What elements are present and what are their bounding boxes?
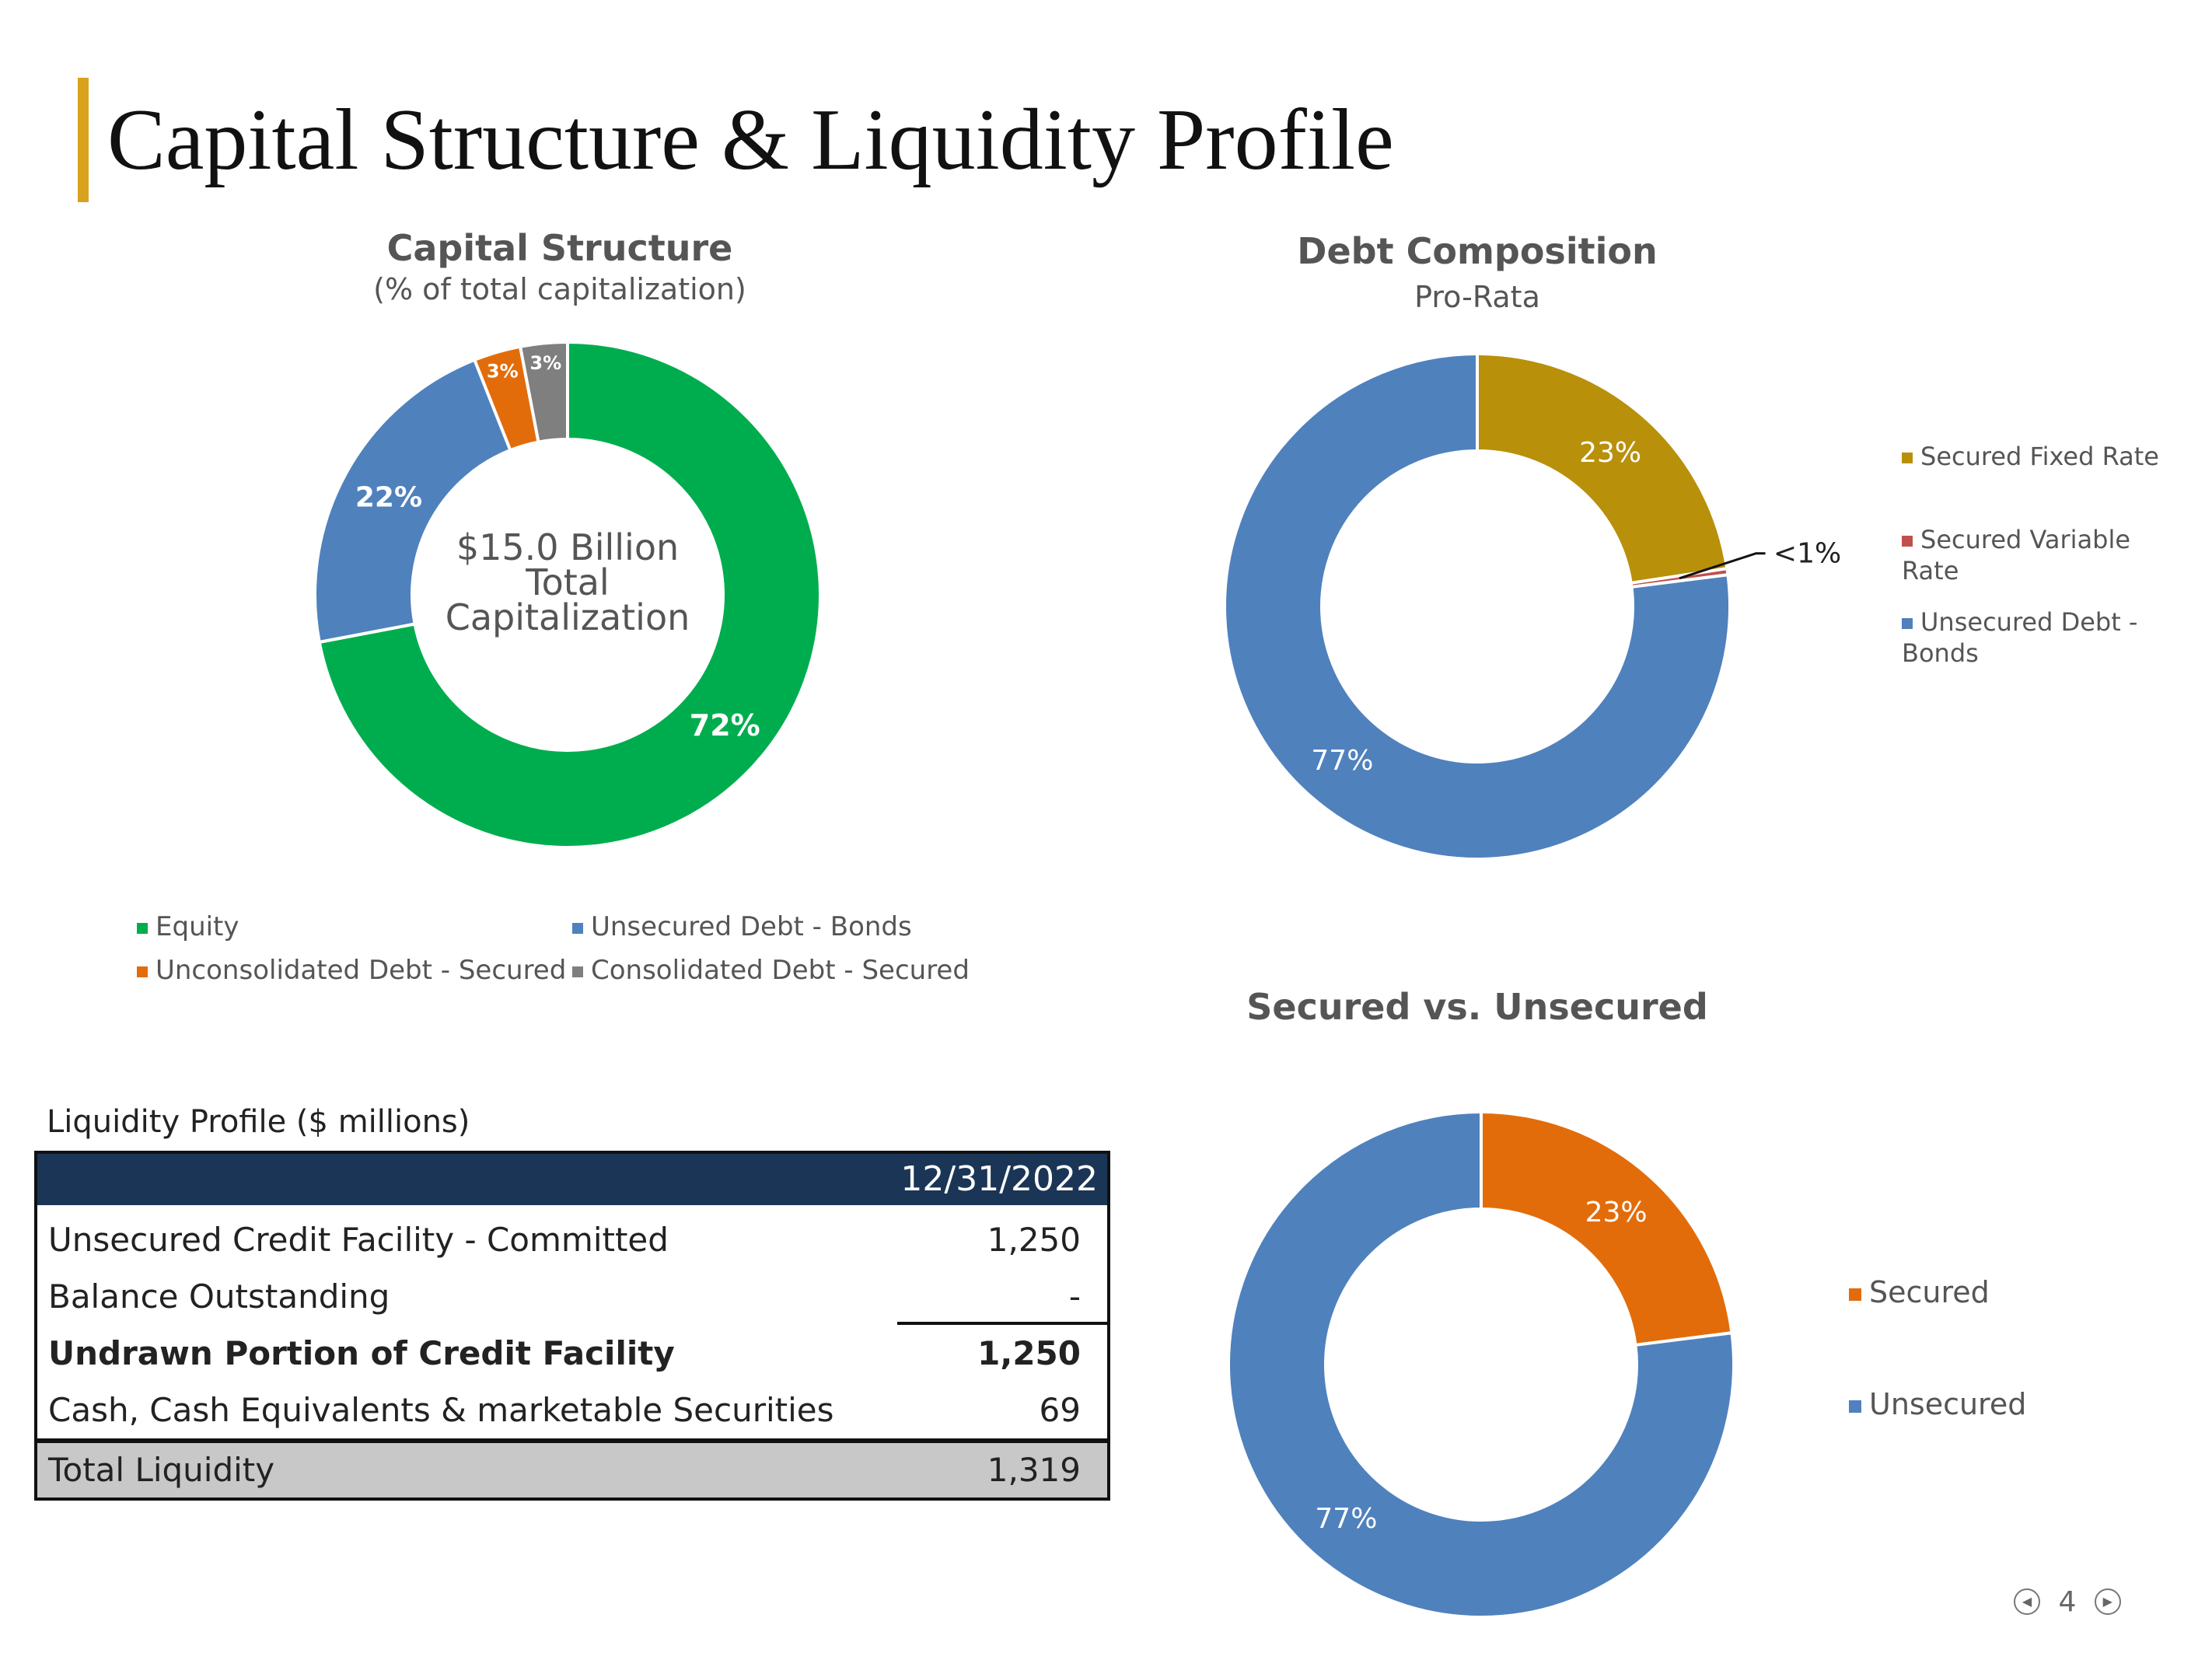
table-row: Unsecured Credit Facility - Committed 1,…	[37, 1211, 1107, 1268]
legend-label: Consolidated Debt - Secured	[591, 955, 970, 986]
secured-vs-unsecured-donut: 23% 77%	[1227, 1110, 1735, 1619]
total-value: 1,319	[987, 1451, 1081, 1489]
data-label: 23%	[1585, 1197, 1648, 1228]
debt-composition-subtitle: Pro-Rata	[1414, 280, 1540, 314]
legend-label: Unsecured Debt - Bonds	[591, 911, 912, 942]
subtotal-rule	[897, 1322, 1107, 1325]
slice-secured-fixed-rate	[1476, 351, 1729, 585]
liquidity-column-header: 12/31/2022	[37, 1154, 1107, 1205]
slice-unsecured	[1227, 1110, 1735, 1619]
prev-page-icon[interactable]: ◀	[2014, 1588, 2040, 1615]
legend-swatch	[1902, 618, 1913, 629]
slice-secured	[1480, 1110, 1734, 1347]
legend-label: Unsecured Debt - Bonds	[1902, 607, 2138, 668]
table-row: Balance Outstanding -	[37, 1268, 1107, 1325]
legend-item: Secured	[1849, 1275, 1990, 1309]
center-label: Total	[525, 561, 609, 603]
capital-structure-donut: 72% 22% 3% 3% $15.0 BillionTotalCapitalizati…	[313, 340, 822, 849]
data-label: <1%	[1773, 538, 1841, 570]
legend-label: Equity	[156, 911, 239, 942]
legend-swatch	[1849, 1288, 1861, 1301]
liquidity-table: 12/31/2022 Unsecured Credit Facility - C…	[34, 1151, 1110, 1501]
capital-structure-subtitle: (% of total capitalization)	[373, 272, 746, 306]
legend-item: Unconsolidated Debt - Secured	[137, 955, 566, 986]
legend-item: Unsecured Debt - Bonds	[572, 911, 912, 942]
row-value: -	[1068, 1277, 1081, 1316]
legend-swatch	[572, 966, 583, 977]
legend-swatch	[572, 922, 583, 934]
legend-swatch	[1849, 1400, 1861, 1413]
center-label: $15.0 Billion	[456, 526, 679, 568]
debt-composition-title: Debt Composition	[1297, 230, 1658, 272]
slice-unsecured-debt-bonds	[1223, 351, 1732, 861]
next-page-icon[interactable]: ▶	[2094, 1588, 2121, 1615]
secured-vs-unsecured-legend: Secured Unsecured	[1849, 1275, 2160, 1446]
legend-item: Consolidated Debt - Secured	[572, 955, 970, 986]
row-value: 1,250	[977, 1334, 1081, 1372]
slice-consolidated-debt-secured	[518, 340, 569, 444]
capital-structure-legend: Equity Unsecured Debt - Bonds Unconsolidat…	[137, 911, 1070, 1005]
legend-label: Unsecured	[1869, 1387, 2027, 1421]
legend-item: Unsecured	[1849, 1387, 2026, 1421]
legend-item: Equity	[137, 911, 239, 942]
center-label: Capitalization	[446, 596, 690, 638]
page-title: Capital Structure & Liquidity Profile	[107, 92, 1394, 188]
legend-label: Secured Variable Rate	[1902, 525, 2131, 585]
slice-equity	[317, 340, 822, 849]
row-label: Balance Outstanding	[48, 1277, 390, 1316]
legend-label: Unconsolidated Debt - Secured	[156, 955, 567, 986]
legend-swatch	[137, 966, 148, 977]
page-number: 4	[2058, 1585, 2077, 1618]
legend-item: Secured Fixed Rate	[1902, 442, 2159, 471]
data-label: 22%	[355, 481, 422, 513]
table-row: Undrawn Portion of Credit Facility 1,250	[37, 1325, 1107, 1382]
legend-item: Secured Variable Rate	[1902, 524, 2158, 586]
table-row: Cash, Cash Equivalents & marketable Secu…	[37, 1382, 1107, 1438]
leader-line	[1679, 552, 1766, 580]
capital-structure-title: Capital Structure	[386, 227, 733, 269]
legend-swatch	[137, 922, 148, 934]
secured-vs-unsecured-title: Secured vs. Unsecured	[1246, 986, 1708, 1028]
debt-composition-donut: 23% <1% 77%	[1223, 351, 1841, 861]
title-accent-bar	[78, 78, 89, 202]
row-value: 1,250	[987, 1221, 1081, 1259]
legend-swatch	[1902, 453, 1913, 463]
row-label: Undrawn Portion of Credit Facility	[48, 1334, 675, 1372]
total-label: Total Liquidity	[48, 1451, 275, 1489]
row-label: Cash, Cash Equivalents & marketable Secu…	[48, 1391, 834, 1429]
data-label: 23%	[1579, 437, 1641, 469]
data-label: 3%	[487, 361, 519, 383]
slice-unsecured-debt-bonds	[313, 358, 512, 645]
data-label: 77%	[1315, 1503, 1377, 1535]
legend-item: Unsecured Debt - Bonds	[1902, 606, 2158, 669]
debt-composition-legend: Secured Fixed Rate Secured Variable Rate U…	[1902, 442, 2197, 690]
pager: ◀ 4 ▶	[2014, 1585, 2121, 1618]
row-label: Unsecured Credit Facility - Committed	[48, 1221, 669, 1259]
data-label: 77%	[1311, 745, 1373, 777]
total-row: Total Liquidity 1,319	[37, 1438, 1107, 1497]
legend-label: Secured Fixed Rate	[1920, 442, 2159, 471]
row-value: 69	[1039, 1391, 1081, 1429]
data-label: 3%	[529, 352, 561, 374]
liquidity-caption: Liquidity Profile ($ millions)	[47, 1104, 470, 1140]
legend-label: Secured	[1869, 1275, 1990, 1309]
legend-swatch	[1902, 536, 1913, 547]
data-label: 72%	[690, 708, 760, 743]
